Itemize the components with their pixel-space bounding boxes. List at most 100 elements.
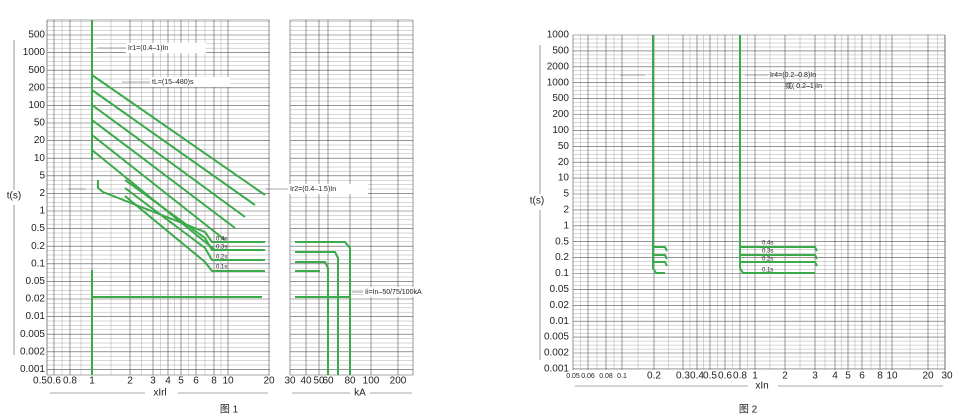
y-tick-label: 0.1: [555, 268, 569, 279]
y-tick-label: 0.02: [550, 300, 570, 311]
y-tick-label: 1000: [547, 77, 570, 88]
curve: [653, 246, 668, 252]
x-tick-label: 2: [127, 376, 133, 387]
curve: [91, 119, 236, 229]
annotation: Ir2=(0.4–1.5)In: [290, 186, 336, 193]
band-label: 0.1s: [762, 268, 773, 274]
y-tick-label: 100: [28, 100, 45, 111]
y-tick-label: 5: [563, 189, 569, 200]
x-tick-label: 5: [845, 371, 851, 382]
y-tick-label: 0.5: [31, 223, 45, 234]
curve: [740, 246, 818, 252]
x-tick-label: 20: [922, 371, 934, 382]
y-tick-label: 0.2: [31, 241, 45, 252]
x-tick-label: 0.4: [690, 371, 704, 382]
x-tick-label: 60: [322, 376, 334, 387]
y-tick-label: 0.005: [20, 329, 45, 340]
curve: [124, 179, 265, 251]
curve: [124, 195, 265, 272]
y-tick-label: 0.05: [550, 284, 570, 295]
x-tick-label: 2: [782, 371, 788, 382]
band-label: 0.3s: [216, 245, 227, 251]
annotation-box: [150, 77, 230, 87]
y-tick-label: 1: [563, 220, 569, 231]
curve: [124, 187, 265, 261]
caption: 图 2: [739, 404, 758, 416]
x-tick-label: 40: [300, 376, 312, 387]
curve: [97, 180, 265, 243]
x-tick-label: 6: [193, 376, 199, 387]
y-tick-label: 1000: [547, 30, 570, 41]
x-tick-label: 0.2: [647, 371, 661, 382]
y-tick-label: 0.005: [544, 332, 569, 343]
x-tick-label: 100: [363, 376, 380, 387]
x-tick-label: 0.3: [676, 371, 690, 382]
x-tick-label: 4: [165, 376, 171, 387]
y-tick-label: 50: [34, 118, 46, 129]
x-tick-label: 1: [89, 376, 95, 387]
y-tick-label: 10: [34, 153, 46, 164]
annotation-box: [363, 287, 443, 297]
curve: [91, 134, 226, 241]
annotation-box: [288, 184, 368, 194]
x-axis-title: xIrl: [153, 388, 166, 399]
x-tick-label: 0.8: [733, 371, 747, 382]
y-tick-label: 0.001: [544, 364, 569, 375]
y-tick-label: 0.01: [550, 316, 570, 327]
y-tick-label: 0.05: [26, 276, 46, 287]
x-tick-label: 3: [150, 376, 156, 387]
y-tick-label: 0.1: [31, 258, 45, 269]
y-tick-label: 2: [563, 205, 569, 216]
x-tick-label: 0.06: [581, 373, 595, 380]
curve: [295, 241, 351, 375]
y-tick-label: 2: [39, 188, 45, 199]
y-tick-label: 20: [34, 135, 46, 146]
y-tick-label: 500: [28, 65, 45, 76]
x-tick-label: 8: [211, 376, 217, 387]
curve: [91, 104, 246, 218]
x-tick-label: 30: [941, 371, 953, 382]
y-tick-label: 1000: [23, 47, 46, 58]
x-tick-label: 1: [752, 371, 758, 382]
x-tick-label: 80: [344, 376, 356, 387]
x-tick-label: 0.5: [33, 376, 47, 387]
curve: [295, 251, 339, 375]
y-axis-title: t(s): [530, 196, 544, 207]
y-tick-label: 0.01: [26, 311, 46, 322]
x-tick-label: 4: [832, 371, 838, 382]
y-tick-label: 50: [558, 141, 570, 152]
x-tick-label: 5: [178, 376, 184, 387]
curve: [740, 261, 818, 267]
annotation-box: [126, 43, 206, 53]
annotation: 或( 0.2–1)In: [785, 81, 822, 90]
x-tick-label: 0.6: [47, 376, 61, 387]
y-tick-label: 200: [28, 82, 45, 93]
x-tick-label: 0.05: [566, 373, 580, 380]
curve: [91, 89, 256, 206]
x-axis-title: kA: [354, 388, 366, 399]
x-tick-label: 3: [812, 371, 818, 382]
annotation: Ir4=(0.2–0.8)In: [770, 72, 816, 79]
band-label: 0.2s: [762, 257, 773, 263]
x-tick-label: 0.6: [718, 371, 732, 382]
y-axis-title: t(s): [7, 191, 21, 202]
x-tick-label: 30: [284, 376, 296, 387]
x-tick-label: 10: [886, 371, 898, 382]
curve: [653, 254, 668, 260]
x-tick-label: 8: [877, 371, 883, 382]
y-tick-label: 500: [552, 93, 569, 104]
y-tick-label: 100: [552, 125, 569, 136]
y-tick-label: 2000: [547, 61, 570, 72]
y-tick-label: 500: [28, 30, 45, 41]
curve: [652, 35, 665, 274]
x-tick-label: 50: [313, 376, 325, 387]
band-label: 0.4s: [216, 237, 227, 243]
band-label: 0.3s: [762, 249, 773, 255]
curve: [739, 35, 815, 274]
x-tick-label: 10: [222, 376, 234, 387]
band-label: 0.2s: [216, 255, 227, 261]
band-label: 0.1s: [216, 265, 227, 271]
y-tick-label: 0.02: [26, 294, 46, 305]
y-tick-label: 10: [558, 173, 570, 184]
band-label: 0.4s: [762, 241, 773, 247]
